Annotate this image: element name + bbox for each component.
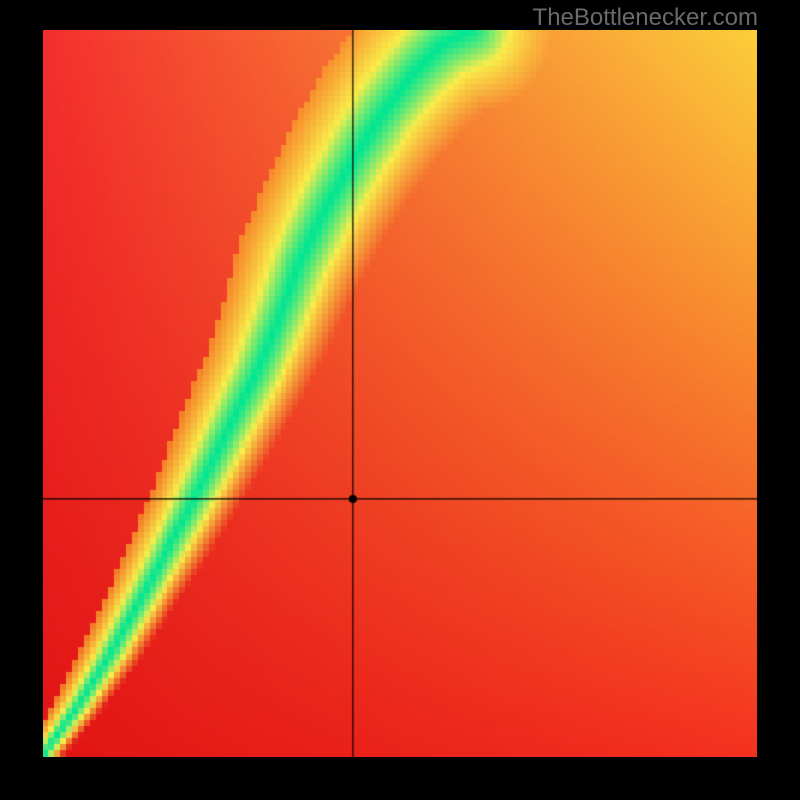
chart-container: TheBottlenecker.com xyxy=(0,0,800,800)
bottleneck-heatmap xyxy=(43,30,757,757)
watermark-text: TheBottlenecker.com xyxy=(533,4,758,32)
